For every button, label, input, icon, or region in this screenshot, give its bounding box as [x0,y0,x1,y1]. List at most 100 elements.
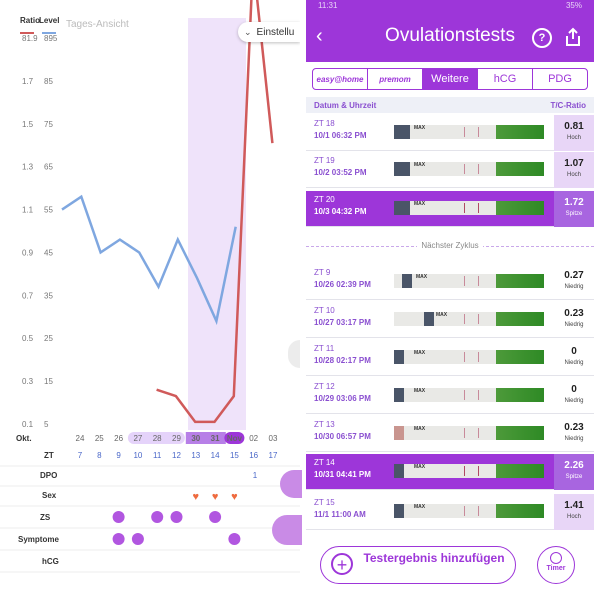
x-tick[interactable]: 24 [76,434,85,443]
side-action-button[interactable] [280,470,302,498]
divider-label: Nächster Zyklus [417,241,483,250]
y-left-tick: 0.3 [22,377,34,386]
row-label-dpo: DPO [40,471,57,480]
cervical-mucus-icon[interactable] [209,511,222,523]
test-strip-image: MAX [394,201,544,215]
test-cycle-day: ZT 14 [314,458,335,467]
chevron-down-icon: ⌄ [244,26,252,37]
x-tick[interactable]: Nov [227,434,243,443]
test-ratio-cell: 0.81 Hoch [554,115,594,151]
zt-value: 11 [153,451,162,460]
col-date-header: Datum & Uhrzeit [314,101,377,110]
test-level-label: Niedrig [564,284,584,290]
strip-max-label: MAX [414,388,426,394]
y-left-tick: 1.7 [22,77,34,86]
test-row[interactable]: ZT 9 10/26 02:39 PM MAX 0.27 Niedrig [306,264,594,300]
tab-premom[interactable]: premom [368,69,423,89]
x-tick[interactable]: 31 [211,434,220,443]
heart-icon[interactable]: ♥ [231,491,238,503]
peak-range [185,432,226,444]
test-cycle-day: ZT 18 [314,119,335,128]
test-cycle-day: ZT 11 [314,344,335,353]
test-datetime: 10/2 03:52 PM [314,168,367,177]
test-ratio-value: 0.81 [564,121,584,132]
test-datetime: 10/1 06:32 PM [314,131,367,140]
side-scroll-handle[interactable] [288,340,300,368]
test-ratio-cell: 2.26 Spitze [554,454,594,490]
tab-weitere[interactable]: Weitere [423,69,478,89]
plus-icon: + [331,553,353,575]
test-row[interactable]: ZT 20 10/3 04:32 PM MAX 1.72 Spitze [306,191,594,227]
y-left-tick: 1.1 [22,206,34,215]
strip-max-label: MAX [414,201,426,207]
side-chat-button[interactable] [272,515,302,545]
cervical-mucus-icon[interactable] [151,511,164,523]
settings-dropdown[interactable]: ⌄ Einstellu [238,22,300,42]
x-tick[interactable]: 03 [269,434,278,443]
test-strip-image: MAX [394,162,544,176]
x-tick[interactable]: 27 [133,434,142,443]
x-tick[interactable]: 28 [153,434,162,443]
test-cycle-day: ZT 13 [314,420,335,429]
brand-tabs: easy@home premom Weitere hCG PDG [312,68,588,90]
x-tick[interactable]: 02 [249,434,258,443]
legend-level-swatch [42,32,56,34]
x-tick[interactable]: 30 [191,434,200,443]
heart-icon[interactable]: ♥ [193,491,200,503]
test-datetime: 10/31 04:41 PM [314,470,371,479]
test-row[interactable]: ZT 10 10/27 03:17 PM MAX 0.23 Niedrig [306,302,594,338]
add-test-result-label: Testergebnis hinzufügen [363,551,505,565]
zt-value: 10 [133,451,142,460]
cervical-mucus-icon[interactable] [170,511,183,523]
test-row[interactable]: ZT 18 10/1 06:32 PM MAX 0.81 Hoch [306,115,594,151]
zt-value: 7 [78,451,83,460]
test-strip-image: MAX [394,464,544,478]
help-icon[interactable]: ? [532,28,552,48]
test-strip-image: MAX [394,350,544,364]
y-right-tick: 85 [44,77,53,86]
peak-highlight-band [188,18,246,430]
test-strip-image: MAX [394,504,544,518]
y-right-tick: 25 [44,334,53,343]
test-cycle-day: ZT 9 [314,268,331,277]
back-icon[interactable]: ‹ [316,25,323,47]
test-ratio-cell: 0.27 Niedrig [554,264,594,300]
tab-easy-home[interactable]: easy@home [313,69,368,89]
y-right-tick: 65 [44,163,53,172]
settings-label: Einstellu [256,26,295,38]
y-left-tick: 1.5 [22,120,34,129]
test-cycle-day: ZT 10 [314,306,335,315]
chart-panel: Ratio Level Tages-Ansicht 81.9 895 1.7 85 1.… [0,0,300,573]
x-tick[interactable]: 29 [172,434,181,443]
cervical-mucus-icon[interactable] [112,511,125,523]
y-right-tick: 15 [44,377,53,386]
symptom-icon[interactable] [112,533,125,545]
x-tick[interactable]: 25 [95,434,104,443]
test-row[interactable]: ZT 19 10/2 03:52 PM MAX 1.07 Hoch [306,152,594,188]
row-label-hcg: hCG [42,557,59,566]
test-datetime: 10/27 03:17 PM [314,318,371,327]
add-test-result-button[interactable]: + Testergebnis hinzufügen [320,546,516,584]
test-row[interactable]: ZT 14 10/31 04:41 PM MAX 2.26 Spitze [306,454,594,490]
test-row[interactable]: ZT 13 10/30 06:57 PM MAX 0.23 Niedrig [306,416,594,452]
column-header: Datum & Uhrzeit T/C-Ratio [306,97,594,113]
test-strip-image: MAX [394,274,544,288]
chart-rows: ZT DPO Sex ZS Symptome hCG 7 8 9 10 11 12 13 14 15 16 17… [0,451,300,573]
test-ratio-value: 0.23 [564,422,584,433]
x-tick[interactable]: 26 [114,434,123,443]
timer-button[interactable]: Timer [537,546,575,584]
tab-pdg[interactable]: PDG [548,73,572,85]
tab-hcg[interactable]: hCG [478,69,533,89]
symptom-icon[interactable] [228,533,241,545]
test-row[interactable]: ZT 15 11/1 11:00 AM MAX 1.41 Hoch [306,494,594,530]
test-row[interactable]: ZT 11 10/28 02:17 PM MAX 0 Niedrig [306,340,594,376]
heart-icon[interactable]: ♥ [212,491,219,503]
zt-value: 9 [116,451,121,460]
status-battery: 35% [565,1,582,10]
test-ratio-value: 0.23 [564,308,584,319]
share-icon[interactable] [564,27,582,47]
test-row[interactable]: ZT 12 10/29 03:06 PM MAX 0 Niedrig [306,378,594,414]
symptom-icon[interactable] [131,533,144,545]
test-ratio-value: 0 [571,384,577,395]
